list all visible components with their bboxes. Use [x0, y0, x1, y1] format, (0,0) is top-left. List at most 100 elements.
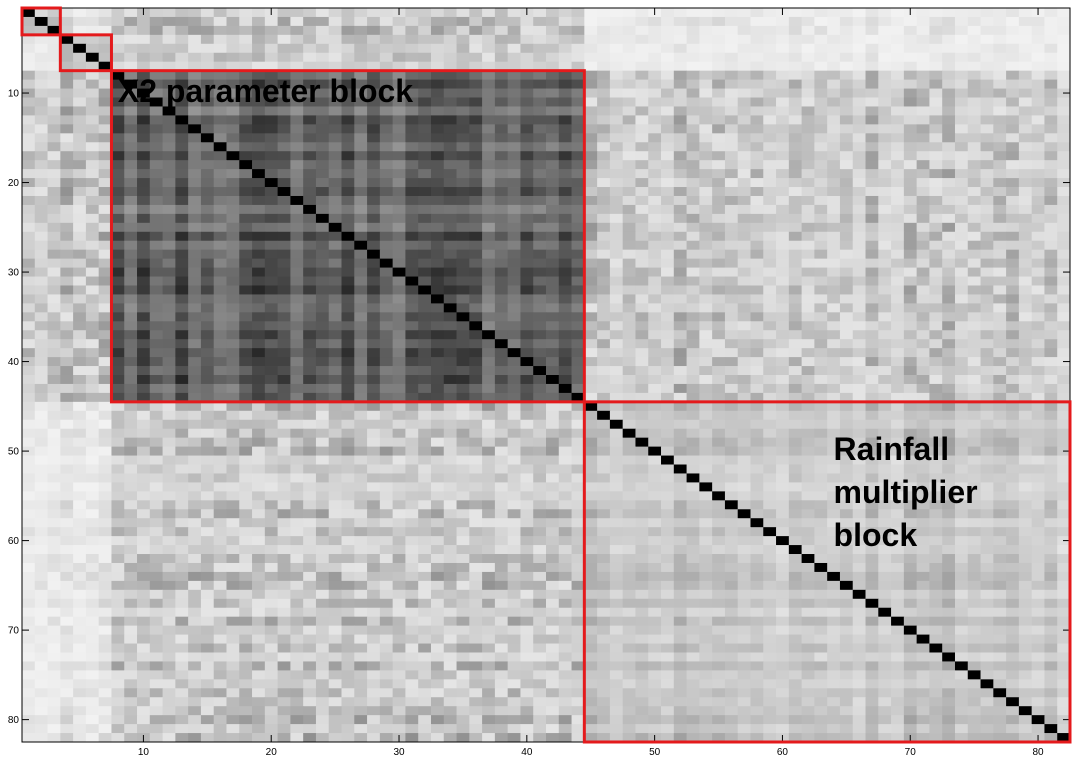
heatmap-cell [98, 222, 112, 233]
heatmap-cell [315, 195, 330, 206]
heatmap-cell [712, 518, 726, 528]
heatmap-cell [712, 545, 726, 555]
heatmap-cell [175, 366, 189, 376]
heatmap-cell [315, 43, 330, 54]
heatmap-cell [673, 392, 687, 403]
heatmap-cell [1018, 410, 1033, 421]
heatmap-cell [430, 339, 445, 349]
heatmap-cell [597, 142, 611, 152]
heatmap-cell [942, 428, 956, 439]
heatmap-cell [686, 43, 700, 54]
heatmap-cell [405, 97, 419, 107]
heatmap-cell [392, 267, 406, 277]
heatmap-cell [903, 25, 918, 36]
heatmap-cell [507, 43, 521, 54]
heatmap-cell [392, 151, 406, 161]
heatmap-cell [839, 79, 854, 89]
heatmap-cell [494, 348, 509, 358]
heatmap-cell [507, 428, 521, 439]
heatmap-cell [430, 97, 445, 107]
heatmap-cell [85, 464, 100, 474]
heatmap-cell [34, 70, 48, 81]
heatmap-cell [60, 339, 74, 349]
heatmap-cell [648, 303, 662, 313]
heatmap-cell [827, 401, 841, 412]
heatmap-cell [1044, 70, 1058, 81]
heatmap-cell [226, 160, 240, 170]
heatmap-cell [98, 518, 112, 528]
heatmap-cell [967, 70, 981, 81]
heatmap-cell [967, 142, 981, 152]
heatmap-cell [328, 195, 342, 206]
heatmap-cell [865, 509, 879, 519]
heatmap-cell [418, 25, 432, 36]
heatmap-cell [494, 419, 509, 430]
heatmap-cell [1031, 294, 1045, 304]
heatmap-cell [827, 348, 841, 358]
heatmap-cell [188, 97, 202, 107]
heatmap-cell [1031, 178, 1045, 188]
heatmap-cell [456, 249, 470, 260]
heatmap-cell [1006, 473, 1020, 483]
heatmap-cell [597, 25, 611, 36]
heatmap-cell [469, 509, 483, 519]
heatmap-cell [137, 25, 151, 36]
heatmap-cell [967, 312, 981, 322]
heatmap-cell [60, 482, 74, 492]
heatmap-cell [839, 303, 854, 313]
heatmap-cell [712, 160, 726, 170]
heatmap-cell [188, 383, 202, 394]
heatmap-cell [1006, 70, 1020, 81]
heatmap-cell [443, 79, 457, 89]
heatmap-cell [878, 115, 892, 125]
heatmap-cell [801, 276, 815, 286]
heatmap-cell [456, 527, 470, 537]
heatmap-cell [839, 446, 854, 456]
heatmap-cell [137, 518, 151, 528]
heatmap-cell [290, 106, 304, 116]
heatmap-cell [814, 312, 828, 322]
heatmap-cell [801, 285, 815, 295]
heatmap-cell [788, 428, 803, 439]
heatmap-cell [73, 43, 87, 54]
heatmap-cell [507, 213, 521, 224]
heatmap-cell [1057, 276, 1071, 286]
heatmap-cell [367, 303, 381, 313]
heatmap-cell [903, 536, 918, 546]
heatmap-cell [814, 330, 828, 340]
heatmap-cell [609, 428, 624, 439]
heatmap-cell [891, 151, 905, 161]
heatmap-cell [507, 178, 521, 188]
heatmap-cell [213, 115, 227, 125]
heatmap-cell [865, 195, 879, 206]
heatmap-cell [98, 366, 112, 376]
heatmap-cell [379, 294, 394, 304]
heatmap-cell [430, 500, 445, 510]
heatmap-cell [993, 464, 1007, 474]
heatmap-cell [98, 500, 112, 510]
heatmap-cell [200, 97, 215, 107]
heatmap-cell [776, 43, 790, 54]
heatmap-cell [226, 187, 240, 197]
heatmap-cell [954, 392, 969, 403]
heatmap-cell [546, 473, 560, 483]
heatmap-cell [801, 124, 815, 134]
heatmap-cell [776, 195, 790, 206]
heatmap-cell [763, 79, 777, 89]
heatmap-cell [622, 446, 636, 456]
heatmap-cell [686, 204, 700, 215]
heatmap-cell [1006, 428, 1020, 439]
heatmap-cell [482, 545, 496, 555]
heatmap-cell [405, 267, 419, 277]
heatmap-cell [622, 115, 636, 125]
heatmap-cell [149, 383, 163, 394]
heatmap-cell [60, 178, 74, 188]
heatmap-cell [1057, 258, 1071, 268]
heatmap-cell [533, 204, 547, 215]
heatmap-cell [226, 267, 240, 277]
heatmap-cell [175, 419, 189, 430]
heatmap-cell [200, 455, 215, 465]
heatmap-cell [379, 312, 394, 322]
heatmap-cell [661, 52, 675, 63]
heatmap-cell [200, 366, 215, 376]
